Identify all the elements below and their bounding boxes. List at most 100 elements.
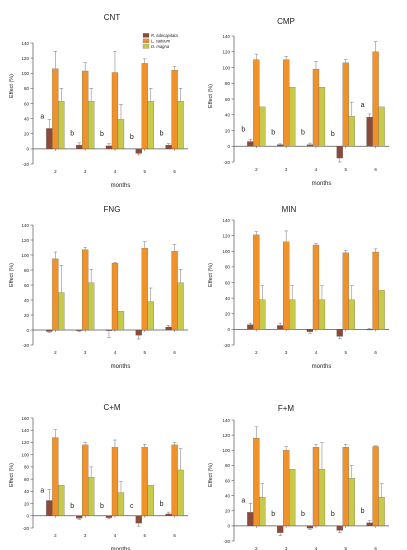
y-tick-label: -20 bbox=[223, 160, 230, 165]
x-tick-label: 3 bbox=[84, 350, 87, 355]
y-tick-label: 140 bbox=[21, 223, 29, 228]
x-axis-label: months bbox=[312, 181, 332, 187]
bar-d-magna bbox=[289, 299, 296, 330]
bar-r-tubicapitata bbox=[366, 329, 373, 331]
y-tick-label: 100 bbox=[21, 253, 29, 258]
y-tick-label: 0 bbox=[26, 514, 29, 519]
bar-l-sativum bbox=[52, 258, 59, 331]
x-axis-label: months bbox=[111, 547, 131, 550]
x-tick-label: 6 bbox=[374, 167, 377, 172]
chart-title: C+M bbox=[103, 403, 120, 412]
bar-r-tubicapitata bbox=[135, 515, 142, 524]
bar-d-magna bbox=[117, 311, 125, 331]
bar-d-magna bbox=[348, 478, 355, 527]
y-axis-label: Effect (%) bbox=[208, 84, 214, 108]
x-tick-label: 3 bbox=[285, 350, 288, 355]
bar-r-tubicapitata bbox=[277, 144, 284, 147]
bar-r-tubicapitata bbox=[366, 116, 373, 147]
y-tick-label: 140 bbox=[222, 218, 230, 223]
bar-d-magna bbox=[378, 106, 385, 147]
bar-d-magna bbox=[58, 292, 65, 331]
y-axis-label: Effect (%) bbox=[9, 463, 15, 487]
bar-d-magna bbox=[289, 87, 296, 147]
y-tick-label: 100 bbox=[222, 249, 230, 254]
x-tick-label: 6 bbox=[173, 533, 176, 538]
y-tick-label: 40 bbox=[225, 296, 231, 301]
bar-l-sativum bbox=[111, 72, 119, 149]
y-tick-label: 120 bbox=[21, 440, 29, 445]
bar-r-tubicapitata bbox=[247, 141, 254, 147]
bar-d-magna bbox=[58, 101, 65, 149]
y-tick-label: 120 bbox=[21, 56, 29, 61]
significance-letter: b bbox=[100, 131, 104, 138]
bar-l-sativum bbox=[342, 447, 349, 527]
bar-d-magna bbox=[259, 106, 266, 147]
y-axis-label: Effect (%) bbox=[9, 74, 15, 98]
bar-d-magna bbox=[88, 477, 95, 516]
legend-label: L. sativum bbox=[151, 39, 171, 44]
bar-r-tubicapitata bbox=[76, 144, 83, 149]
bar-l-sativum bbox=[283, 59, 290, 147]
bar-l-sativum bbox=[141, 447, 148, 516]
bar-r-tubicapitata bbox=[366, 522, 373, 526]
y-tick-label: 0 bbox=[227, 524, 230, 529]
bar-l-sativum bbox=[372, 51, 379, 147]
significance-letter: b bbox=[130, 134, 134, 141]
bar-l-sativum bbox=[342, 62, 349, 147]
chart-title: F+M bbox=[278, 404, 295, 413]
significance-letter: c bbox=[130, 503, 134, 510]
x-tick-label: 4 bbox=[114, 533, 117, 538]
significance-letter: b bbox=[70, 503, 74, 510]
x-tick-label: 3 bbox=[84, 169, 87, 174]
y-tick-label: 60 bbox=[24, 283, 30, 288]
legend-swatch bbox=[142, 44, 150, 49]
bar-d-magna bbox=[259, 299, 266, 330]
bar-r-tubicapitata bbox=[105, 145, 113, 150]
x-tick-label: 4 bbox=[315, 167, 318, 172]
bar-r-tubicapitata bbox=[336, 329, 343, 337]
y-axis-label: Effect (%) bbox=[208, 263, 214, 287]
y-axis-label: Effect (%) bbox=[9, 263, 15, 287]
y-tick-label: 120 bbox=[222, 233, 230, 238]
x-axis-label: months bbox=[312, 364, 332, 370]
bar-d-magna bbox=[88, 101, 95, 149]
x-tick-label: 2 bbox=[54, 350, 57, 355]
y-tick-label: 0 bbox=[26, 328, 29, 333]
y-tick-label: -20 bbox=[22, 343, 29, 348]
bar-r-tubicapitata bbox=[336, 525, 343, 531]
y-tick-label: 80 bbox=[225, 81, 231, 86]
bar-l-sativum bbox=[342, 252, 349, 330]
significance-letter: b bbox=[331, 511, 335, 518]
x-tick-label: 6 bbox=[173, 350, 176, 355]
y-tick-label: 20 bbox=[225, 312, 231, 317]
significance-letter: a bbox=[40, 114, 44, 121]
bar-r-tubicapitata bbox=[135, 329, 142, 336]
bar-l-sativum bbox=[82, 444, 89, 516]
bar-l-sativum bbox=[52, 68, 59, 149]
bar-r-tubicapitata bbox=[247, 512, 254, 527]
bar-r-tubicapitata bbox=[135, 148, 142, 154]
bar-d-magna bbox=[147, 101, 154, 149]
y-tick-label: 100 bbox=[222, 448, 230, 453]
legend-label: D. magna bbox=[151, 44, 170, 49]
y-tick-label: 140 bbox=[21, 41, 29, 46]
significance-letter: b bbox=[160, 501, 164, 508]
significance-letter: b bbox=[241, 126, 245, 133]
bar-d-magna bbox=[117, 492, 125, 516]
x-axis-label: months bbox=[111, 183, 131, 189]
significance-letter: a bbox=[40, 488, 44, 495]
x-tick-label: 2 bbox=[255, 167, 258, 172]
x-tick-label: 3 bbox=[285, 546, 288, 550]
bar-r-tubicapitata bbox=[247, 324, 254, 330]
y-tick-label: 40 bbox=[225, 113, 231, 118]
chart-panel: CNT Effect (%) months -20 0 20 40 60 80 100 120 140… bbox=[9, 13, 188, 189]
significance-letter: b bbox=[271, 129, 275, 136]
y-tick-label: 20 bbox=[24, 132, 30, 137]
y-tick-label: -20 bbox=[223, 539, 230, 544]
bar-d-magna bbox=[177, 101, 184, 149]
bar-d-magna bbox=[117, 119, 125, 149]
y-tick-label: 60 bbox=[225, 280, 231, 285]
y-tick-label: 140 bbox=[222, 418, 230, 423]
